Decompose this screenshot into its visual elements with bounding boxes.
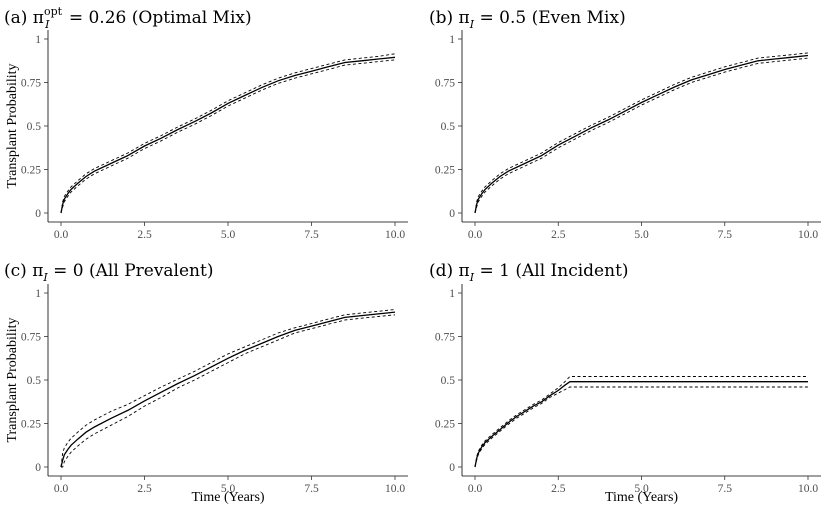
- panel-title: (a) πopt I = 0.26 (Optimal Mix): [4, 5, 252, 31]
- x-tick-label: 2.5: [137, 229, 152, 241]
- x-tick-label: 10.0: [798, 483, 818, 495]
- x-tick-label: 10.0: [798, 229, 818, 241]
- x-tick-label: 2.5: [551, 229, 566, 241]
- series-lower-line: [60, 59, 396, 214]
- y-axis-label: Transplant Probability: [5, 317, 20, 442]
- panel-title: (c) πI = 0 (All Prevalent): [4, 261, 213, 284]
- x-tick-label: 0.0: [54, 229, 69, 241]
- series-upper-line: [474, 376, 808, 468]
- x-tick-label: 2.5: [551, 483, 566, 495]
- y-tick-label: 0.5: [441, 121, 456, 133]
- x-tick-label: 0.0: [54, 483, 69, 495]
- series-estimate-line: [474, 54, 809, 214]
- y-tick-label: 0.75: [21, 332, 41, 344]
- y-tick-label: 1: [449, 34, 455, 46]
- y-axis-label: Transplant Probability: [5, 63, 20, 188]
- y-tick-label: 0: [449, 462, 455, 474]
- y-tick-label: 0.25: [21, 419, 41, 431]
- x-axis-label: Time (Years): [605, 490, 678, 505]
- panel-title: (d) πI = 1 (All Incident): [429, 261, 629, 284]
- x-tick-label: 7.5: [304, 483, 319, 495]
- y-tick-label: 0.75: [435, 332, 455, 344]
- y-tick-label: 0: [35, 208, 41, 220]
- y-tick-label: 0.25: [435, 419, 455, 431]
- x-axis-label: Time (Years): [191, 490, 264, 505]
- x-tick-label: 7.5: [718, 483, 733, 495]
- y-tick-label: 0.5: [27, 375, 42, 387]
- y-tick-label: 0.75: [435, 78, 455, 90]
- series-estimate-line: [60, 311, 396, 468]
- x-tick-label: 5.0: [634, 229, 649, 241]
- x-tick-label: 7.5: [304, 229, 319, 241]
- series-lower-line: [61, 314, 396, 468]
- x-tick-label: 5.0: [221, 229, 236, 241]
- series-estimate-line: [474, 381, 808, 468]
- x-tick-label: 0.0: [468, 483, 483, 495]
- y-tick-label: 1: [35, 288, 41, 300]
- y-tick-label: 0: [35, 462, 41, 474]
- series-estimate-line: [60, 56, 396, 214]
- x-tick-label: 0.0: [468, 229, 483, 241]
- y-tick-label: 0: [449, 208, 455, 220]
- series-upper-line: [474, 52, 809, 214]
- y-tick-label: 0.25: [21, 165, 41, 177]
- panel-title: (b) πI = 0.5 (Even Mix): [429, 8, 626, 31]
- series-lower-line: [474, 57, 809, 214]
- y-tick-label: 0.25: [435, 165, 455, 177]
- series-upper-line: [60, 53, 396, 214]
- x-tick-label: 5.0: [221, 483, 236, 495]
- y-tick-label: 0.75: [21, 78, 41, 90]
- y-tick-label: 1: [449, 288, 455, 300]
- x-tick-label: 2.5: [137, 483, 152, 495]
- y-tick-label: 0.5: [441, 375, 456, 387]
- x-tick-label: 7.5: [718, 229, 733, 241]
- y-tick-label: 1: [35, 34, 41, 46]
- y-tick-label: 0.5: [27, 121, 42, 133]
- x-tick-label: 10.0: [385, 229, 405, 241]
- x-tick-label: 10.0: [385, 483, 405, 495]
- x-tick-label: 5.0: [634, 483, 649, 495]
- series-lower-line: [474, 386, 808, 468]
